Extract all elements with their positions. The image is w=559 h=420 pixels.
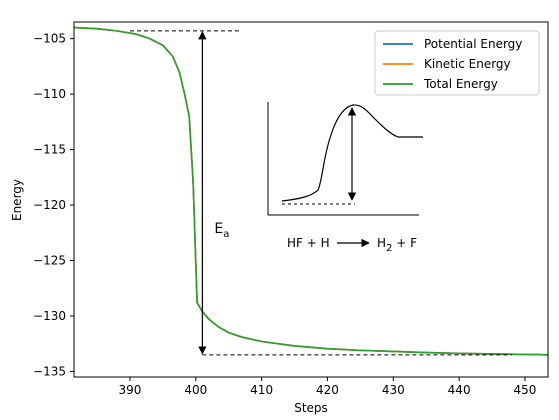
plot-frame (73, 21, 549, 378)
x-tick-label: 410 (250, 383, 273, 397)
total-energy-line (73, 26, 549, 356)
legend-label-total-energy: Total Energy (423, 77, 498, 91)
legend-box (374, 30, 540, 96)
x-axis-ticks: 390 400 410 420 430 440 450 (119, 377, 537, 397)
y-tick-label: −120 (33, 198, 66, 212)
series-lines (73, 26, 549, 356)
x-tick-label: 400 (184, 383, 207, 397)
y-tick-label: −125 (33, 254, 66, 268)
x-tick-label: 440 (448, 383, 471, 397)
reaction-products: H2 + F (377, 236, 417, 254)
y-tick-label: −110 (33, 87, 66, 101)
x-axis-title: Steps (294, 401, 328, 415)
legend: Potential Energy Kinetic Energy Total Ener… (374, 30, 540, 96)
x-tick-label: 450 (514, 383, 537, 397)
reaction-energy-inset: HF + H H2 + F (267, 102, 423, 254)
y-tick-label: −130 (33, 309, 66, 323)
reaction-reactants: HF + H (287, 236, 330, 250)
legend-label-kinetic-energy: Kinetic Energy (424, 57, 511, 71)
y-tick-label: −135 (33, 364, 66, 378)
inset-energy-curve (281, 104, 423, 202)
legend-label-potential-energy: Potential Energy (424, 37, 522, 51)
x-tick-label: 390 (119, 383, 142, 397)
y-axis-title: Energy (10, 179, 24, 221)
x-tick-label: 430 (382, 383, 405, 397)
y-tick-label: −115 (33, 143, 66, 157)
activation-energy-label: Ea (214, 221, 229, 240)
y-axis-ticks: −105 −110 −115 −120 −125 −130 −135 (33, 32, 74, 378)
x-tick-label: 420 (316, 383, 339, 397)
y-tick-label: −105 (33, 32, 66, 46)
